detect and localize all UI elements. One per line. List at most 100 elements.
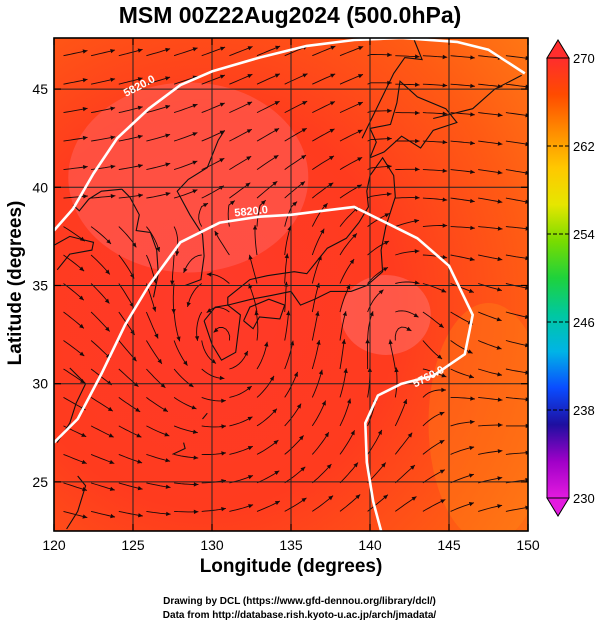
streamline-arrow xyxy=(316,340,321,345)
streamline-arrow xyxy=(329,128,335,133)
streamline xyxy=(256,341,268,370)
streamline-arrow xyxy=(254,310,259,316)
streamline-arrow xyxy=(136,433,142,438)
streamline-arrow xyxy=(470,112,475,117)
streamline-arrow xyxy=(301,128,307,133)
streamline-arrow xyxy=(328,182,334,187)
streamline-arrow xyxy=(365,338,370,344)
streamline-arrow xyxy=(442,111,448,116)
streamline-arrow xyxy=(301,155,306,160)
streamline-arrow xyxy=(135,407,141,412)
coastline xyxy=(66,475,87,530)
streamline-arrow xyxy=(383,267,388,272)
streamline-arrow xyxy=(79,266,85,272)
coastline xyxy=(172,442,186,455)
streamline xyxy=(256,408,278,427)
streamline-arrow xyxy=(469,419,475,425)
colorbar-min-triangle xyxy=(546,497,570,517)
streamline xyxy=(145,311,159,339)
streamline-arrow xyxy=(324,432,329,438)
coastline xyxy=(176,130,226,287)
streamline-arrow xyxy=(247,74,253,79)
streamline-arrow xyxy=(83,194,88,199)
streamline-arrow xyxy=(414,219,420,224)
streamline-arrow xyxy=(326,464,332,469)
streamline-arrow xyxy=(378,289,384,295)
credit-drawing: Drawing by DCL (https://www.gfd-dennou.o… xyxy=(163,596,436,607)
streamline-arrow xyxy=(203,203,208,208)
streamline-arrow xyxy=(440,499,446,504)
streamline xyxy=(284,371,299,398)
streamline xyxy=(90,254,111,275)
streamline-arrow xyxy=(497,397,503,402)
streamline-arrow xyxy=(497,449,503,454)
streamline-arrow xyxy=(329,155,334,161)
streamline-arrow xyxy=(192,160,198,165)
streamline-arrow xyxy=(496,345,502,350)
streamline-arrow xyxy=(437,354,443,359)
streamline-arrow xyxy=(81,432,87,437)
streamline-arrow xyxy=(386,192,392,197)
streamline xyxy=(284,225,292,256)
streamline-arrow xyxy=(272,408,277,414)
colorbar-tick-label: 254 xyxy=(573,227,595,242)
streamline-arrow xyxy=(273,440,279,445)
streamline-arrow xyxy=(106,239,111,244)
streamline-arrow xyxy=(82,165,88,170)
streamline-arrow xyxy=(467,349,473,354)
streamline xyxy=(173,311,181,342)
streamline xyxy=(311,339,320,370)
streamline-arrow xyxy=(349,259,355,264)
streamline-arrow xyxy=(415,138,420,144)
streamline-arrow xyxy=(206,308,212,313)
x-tick-label: 140 xyxy=(358,537,382,553)
streamline-arrow xyxy=(470,198,475,203)
streamline xyxy=(256,375,275,398)
x-tick-label: 120 xyxy=(42,537,66,553)
coastline xyxy=(369,80,458,159)
streamline-arrow xyxy=(411,496,417,501)
coastline xyxy=(54,235,95,271)
streamline-arrow xyxy=(133,382,139,387)
streamline xyxy=(229,350,249,370)
streamline-arrow xyxy=(247,46,253,51)
streamline-arrow xyxy=(330,101,335,106)
streamline-arrow xyxy=(137,48,143,53)
streamline-arrow xyxy=(221,398,226,403)
streamline-arrow xyxy=(442,83,448,88)
streamline-arrow xyxy=(356,184,362,189)
streamline-arrow xyxy=(274,470,280,475)
streamline-arrow xyxy=(497,504,503,509)
streamline-arrow xyxy=(82,49,88,54)
streamline-arrow xyxy=(248,504,254,509)
orange-band-east xyxy=(428,303,528,531)
streamline-arrow xyxy=(213,327,219,333)
streamline-arrow xyxy=(273,155,279,160)
warm-core-east xyxy=(340,274,431,355)
streamline xyxy=(173,340,188,366)
streamline-arrow xyxy=(110,513,115,519)
streamline-arrow xyxy=(247,446,253,451)
streamline xyxy=(339,311,347,341)
streamline-arrow xyxy=(387,52,392,57)
streamline-arrow xyxy=(82,514,88,519)
streamline-arrow xyxy=(245,182,251,188)
streamline-arrow xyxy=(130,330,135,335)
streamline-arrow xyxy=(165,192,171,197)
streamline-arrow xyxy=(104,298,110,304)
streamline xyxy=(284,281,287,313)
streamline-arrow xyxy=(300,466,306,472)
streamline-arrow xyxy=(330,45,336,50)
streamline-arrow xyxy=(193,455,199,460)
streamline-arrow xyxy=(82,78,88,83)
streamline-arrow xyxy=(470,83,475,88)
streamline-arrow xyxy=(415,82,420,87)
streamline-arrow xyxy=(383,494,388,500)
y-tick-label: 35 xyxy=(32,277,48,293)
streamline-arrow xyxy=(442,255,448,260)
streamline-arrow xyxy=(171,309,176,314)
streamline-arrow xyxy=(299,435,304,441)
streamline-arrow xyxy=(152,306,157,312)
streamline xyxy=(394,432,413,455)
streamline-arrow xyxy=(206,272,212,277)
